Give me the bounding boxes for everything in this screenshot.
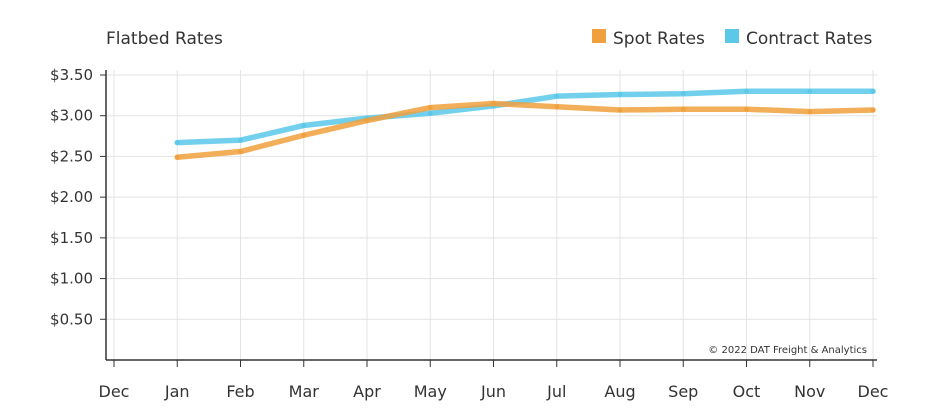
series-line-contract-rates [174, 88, 876, 146]
data-point-spot-rates [301, 132, 307, 138]
data-point-contract-rates [554, 93, 560, 99]
chart-credit: © 2022 DAT Freight & Analytics [708, 345, 867, 356]
gridlines [106, 70, 877, 360]
data-point-contract-rates [238, 137, 243, 143]
data-point-contract-rates [807, 88, 813, 94]
legend-swatch-spot-rates [592, 29, 606, 43]
x-tick-label: Nov [794, 382, 825, 401]
chart-title: Flatbed Rates [106, 29, 223, 49]
data-point-spot-rates [554, 104, 560, 110]
x-tick-label: May [414, 382, 447, 401]
axes [105, 70, 877, 361]
data-point-contract-rates [301, 123, 307, 128]
x-tick-label: Aug [604, 382, 635, 401]
y-tick-label: $0.50 [50, 310, 93, 328]
x-tick-label: Apr [353, 382, 381, 401]
data-point-contract-rates [174, 140, 180, 145]
data-point-spot-rates [427, 105, 433, 110]
data-point-contract-rates [427, 110, 433, 116]
series-layer [174, 88, 876, 160]
data-point-spot-rates [744, 106, 749, 112]
data-point-spot-rates [680, 106, 686, 112]
x-tick-label: Jul [546, 382, 566, 401]
x-tick-label: Mar [289, 382, 320, 401]
y-tick-label: $1.50 [50, 229, 93, 247]
series-line-spot-rates [174, 100, 876, 160]
y-tick-label: $3.50 [50, 66, 93, 84]
data-point-spot-rates [491, 101, 496, 106]
legend: Spot Rates Contract Rates [592, 29, 873, 49]
x-tick-label: Dec [99, 382, 130, 401]
y-tick-label: $1.00 [50, 270, 93, 288]
data-point-spot-rates [617, 107, 623, 113]
legend-swatch-contract-rates [725, 29, 739, 43]
legend-label-spot-rates: Spot Rates [613, 29, 705, 49]
x-tick-label: Oct [733, 382, 761, 401]
data-point-contract-rates [680, 91, 686, 97]
y-axis-ticks: $0.50 $1.00 $1.50 $2.00 $2.50 $3.00 $3.50 [50, 66, 106, 328]
data-point-spot-rates [870, 107, 876, 113]
y-tick-label: $2.50 [50, 147, 93, 165]
data-point-spot-rates [807, 109, 813, 115]
x-axis-ticks: Dec Jan Feb Mar Apr May Jun Jul Aug Sep Oct Nov Dec [99, 360, 889, 401]
data-point-contract-rates [870, 88, 876, 94]
x-tick-label: Jun [480, 382, 506, 401]
x-tick-label: Jan [164, 382, 190, 401]
x-tick-label: Feb [226, 382, 254, 401]
data-point-spot-rates [238, 149, 243, 154]
y-tick-label: $3.00 [50, 107, 93, 125]
x-tick-label: Sep [668, 382, 698, 401]
x-tick-label: Dec [858, 382, 889, 401]
legend-label-contract-rates: Contract Rates [746, 29, 873, 49]
y-tick-label: $2.00 [50, 188, 93, 206]
data-point-contract-rates [744, 88, 749, 94]
data-point-spot-rates [364, 118, 370, 123]
data-point-spot-rates [174, 154, 180, 160]
data-point-contract-rates [617, 92, 623, 97]
